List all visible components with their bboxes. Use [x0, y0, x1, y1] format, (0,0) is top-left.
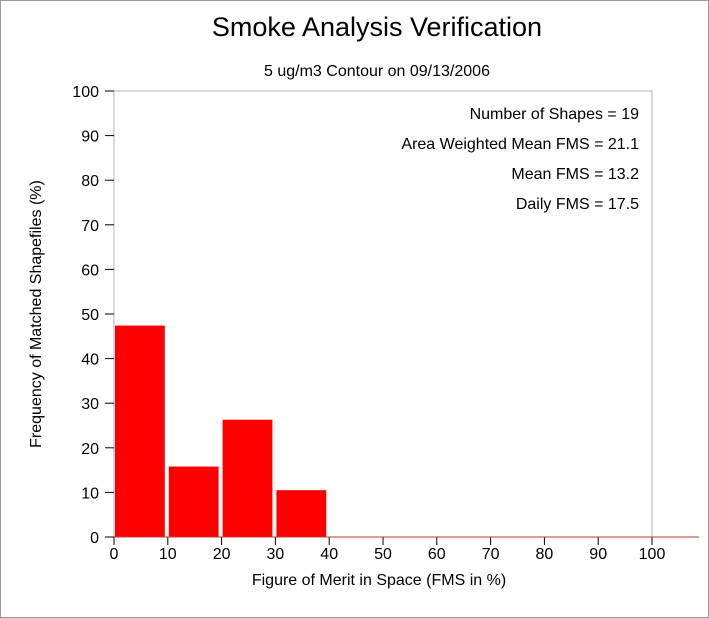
- x-tick-label: 10: [159, 546, 177, 563]
- y-tick-label: 100: [72, 84, 99, 101]
- y-axis-label: Frequency of Matched Shapefiles (%): [28, 180, 45, 448]
- y-tick-label: 70: [81, 218, 99, 235]
- stats-line: Area Weighted Mean FMS = 21.1: [401, 136, 639, 153]
- x-tick-label: 90: [589, 546, 607, 563]
- histogram-bar: [276, 490, 327, 537]
- y-axis: 0 10 20 30 40 50 60 70 80 90 100: [72, 84, 114, 547]
- y-tick-label: 60: [81, 262, 99, 279]
- y-tick-label: 20: [81, 441, 99, 458]
- stats-line: Mean FMS = 13.2: [511, 166, 639, 183]
- y-tick-label: 10: [81, 485, 99, 502]
- stats-annotation: Number of Shapes = 19 Area Weighted Mean …: [401, 106, 639, 213]
- chart-subtitle: 5 ug/m3 Contour on 09/13/2006: [264, 63, 490, 80]
- histogram-bar: [115, 325, 165, 537]
- y-tick-label: 30: [81, 396, 99, 413]
- x-axis-label: Figure of Merit in Space (FMS in %): [252, 572, 506, 589]
- y-tick-label: 40: [81, 352, 99, 369]
- stats-line: Daily FMS = 17.5: [516, 196, 639, 213]
- y-tick-label: 90: [81, 129, 99, 146]
- x-tick-label: 100: [639, 546, 666, 563]
- histogram-bar: [168, 466, 219, 537]
- x-tick-label: 20: [213, 546, 231, 563]
- stats-line: Number of Shapes = 19: [470, 106, 640, 123]
- x-tick-label: 70: [482, 546, 500, 563]
- histogram-bar: [222, 419, 273, 537]
- x-tick-label: 0: [110, 546, 119, 563]
- x-tick-label: 50: [374, 546, 392, 563]
- bars-group: [115, 325, 327, 537]
- y-tick-label: 0: [90, 530, 99, 547]
- x-tick-label: 40: [320, 546, 338, 563]
- x-tick-label: 80: [536, 546, 554, 563]
- x-tick-label: 30: [267, 546, 285, 563]
- chart-title: Smoke Analysis Verification: [212, 12, 542, 42]
- y-tick-label: 80: [81, 173, 99, 190]
- x-axis: 0 10 20 30 40 50 60 70 80 90 100: [110, 537, 666, 563]
- y-tick-label: 50: [81, 307, 99, 324]
- x-tick-label: 60: [428, 546, 446, 563]
